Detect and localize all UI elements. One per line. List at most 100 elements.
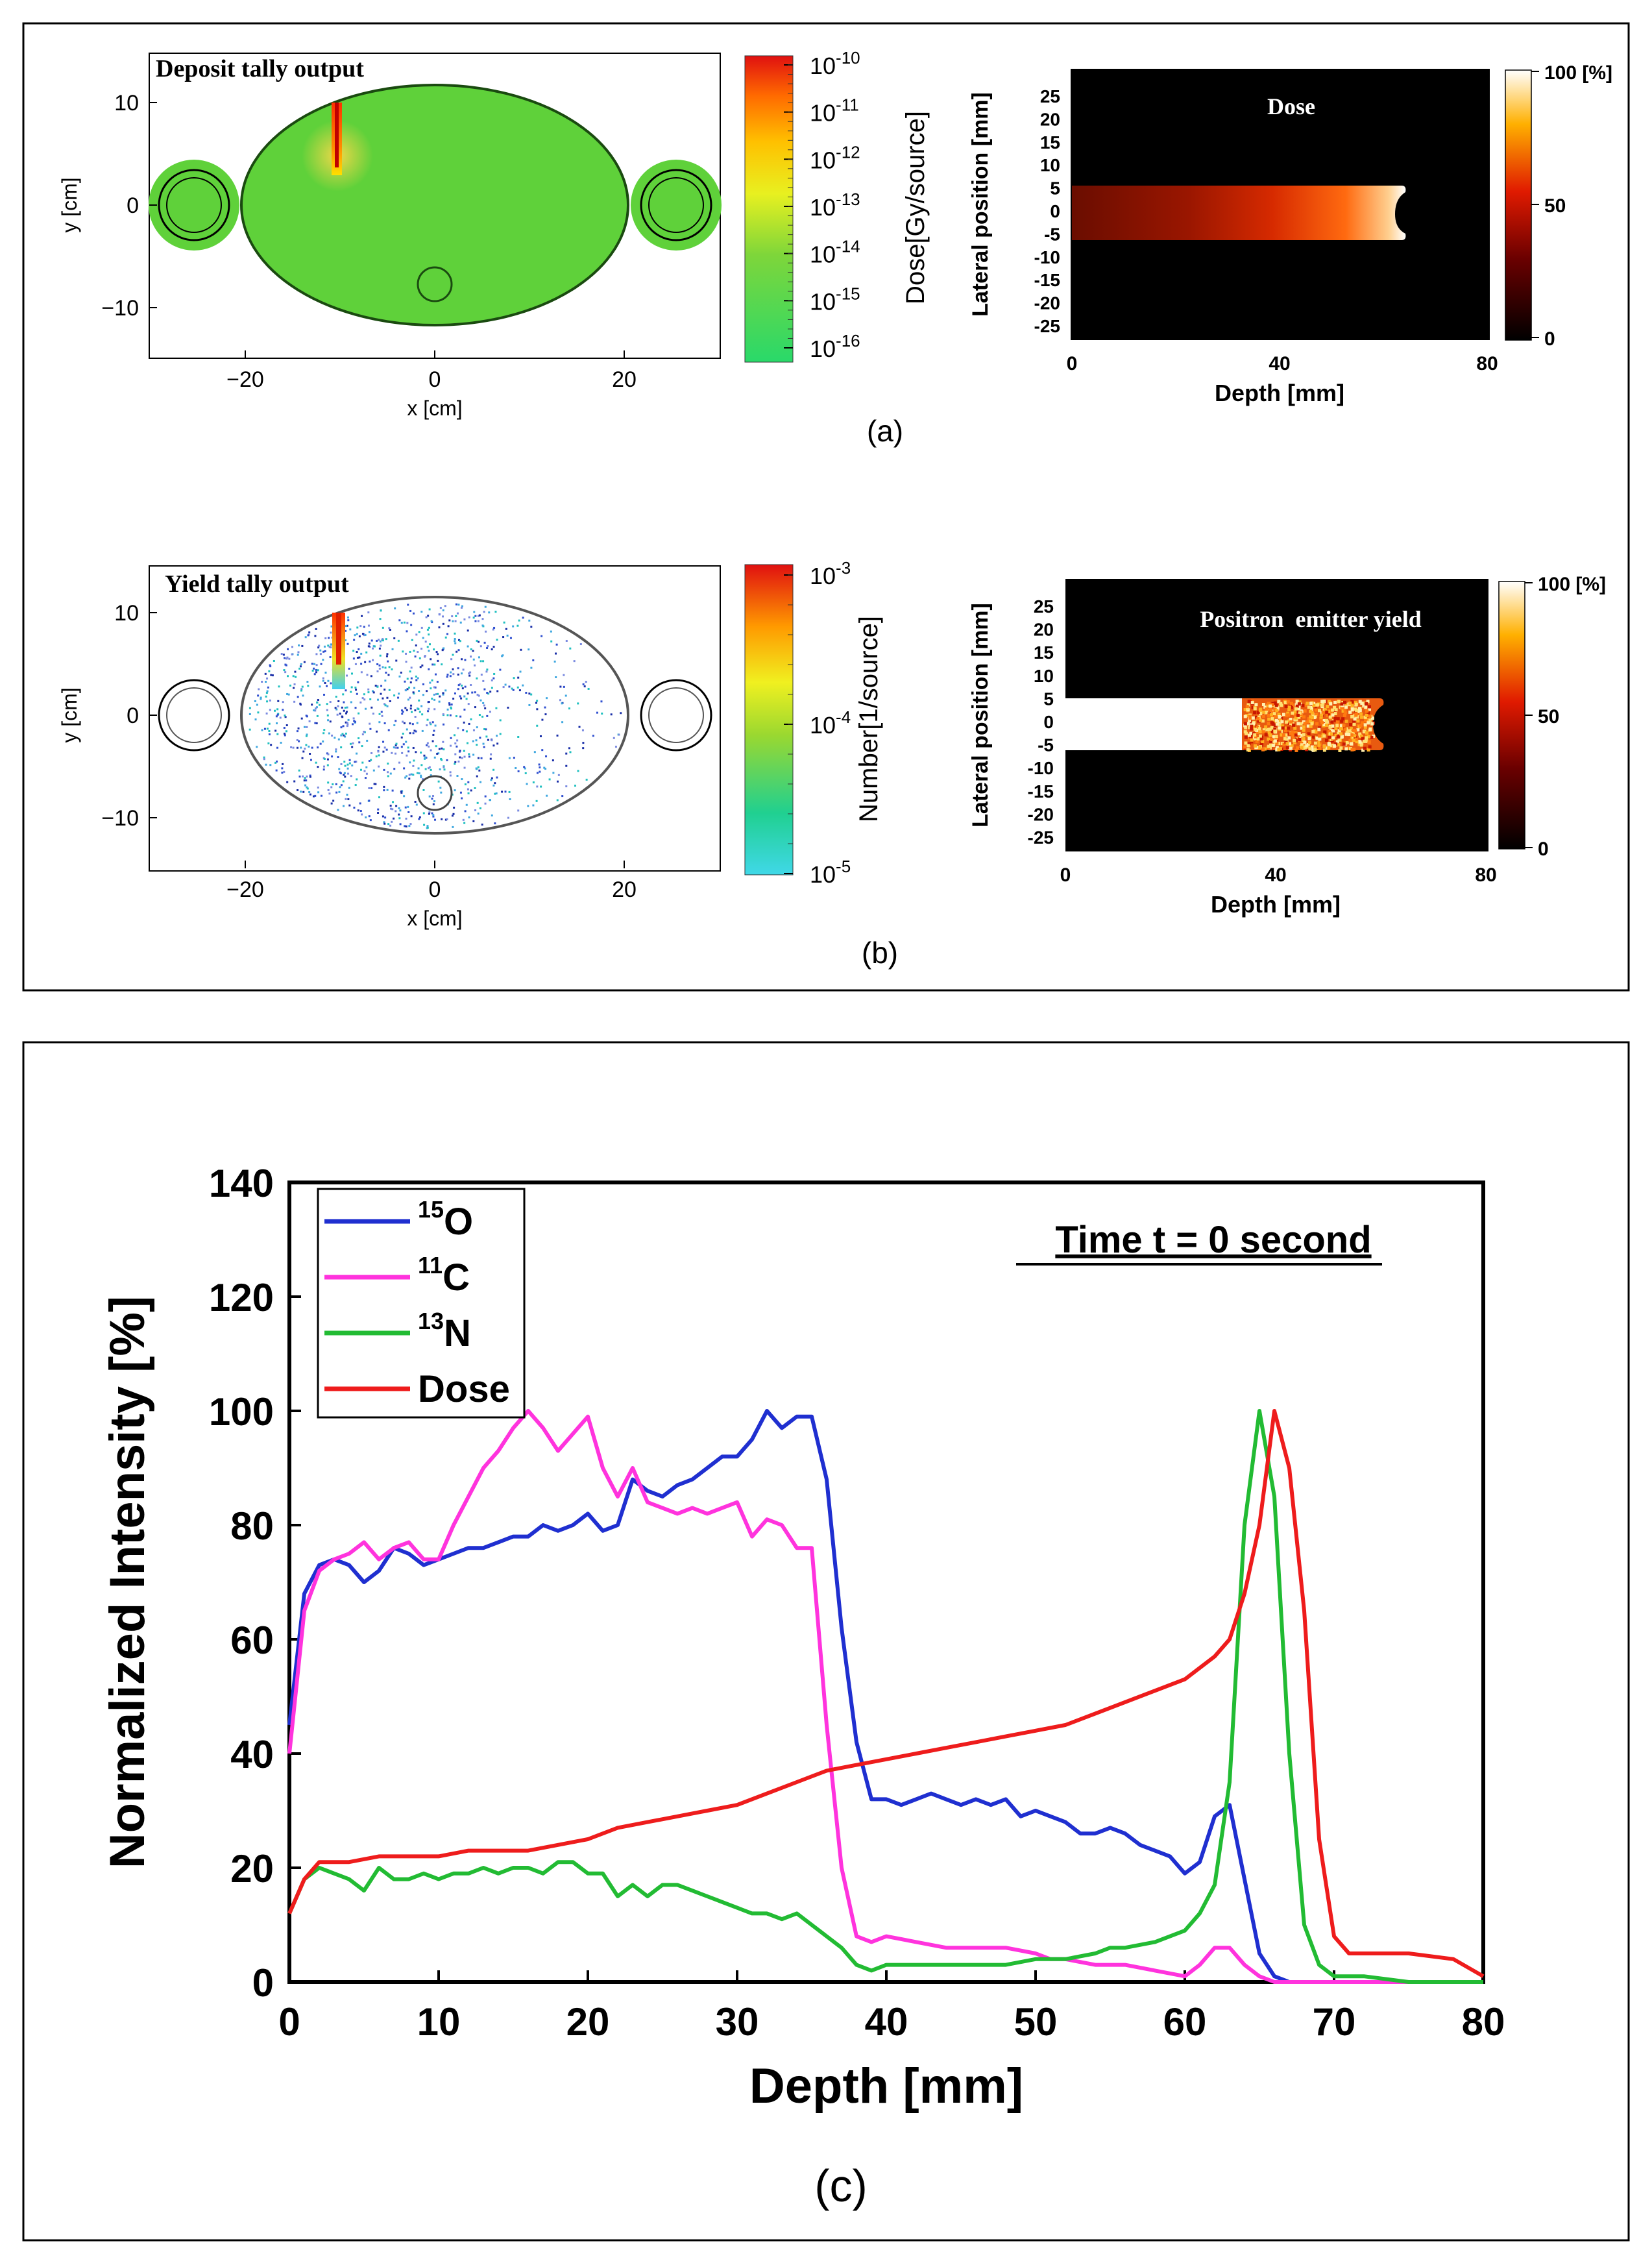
dose-map-ytick-label: -5	[1044, 224, 1060, 244]
dose-map-ytick-label: 15	[1040, 132, 1060, 153]
map-colorbar-a-tick-label: 0	[1544, 328, 1555, 350]
phantom-a-ylabel: y [cm]	[58, 177, 81, 232]
colorbar-a-tick-label: 10-12	[810, 142, 860, 173]
panel-b-colorbar: 10-3 10-4 10-5 Number[1/source]	[744, 558, 883, 888]
dose-map-ytick-label: -20	[1034, 293, 1060, 313]
panel-b-tally-title: Yield tally output	[165, 570, 349, 598]
x-tick-label: 30	[716, 2000, 759, 2044]
map-colorbar-a	[1505, 69, 1532, 341]
x-tick-label: 80	[1462, 2000, 1505, 2044]
x-tick-label: 0	[278, 2000, 300, 2044]
x-tick-label: 70	[1313, 2000, 1356, 2044]
yield-map-ytick-label: -20	[1028, 804, 1054, 824]
yield-scatter-points	[249, 603, 622, 829]
phantom-b-ytick-label: 0	[127, 703, 139, 728]
left-cylinder-ring	[158, 169, 230, 241]
legend-entry-label: 13N	[418, 1308, 471, 1354]
phantom-a-ytick-label: 10	[114, 91, 139, 116]
y-tick-label: 100	[209, 1390, 274, 1434]
dose-map-xtick-label: 80	[1476, 353, 1498, 374]
panel-a-map-colorbar: 100 [%] 50 0	[1505, 62, 1612, 350]
yield-map-xtick-label: 0	[1060, 864, 1071, 886]
colorbar-a-label: Dose[Gy/source]	[901, 111, 930, 304]
y-tick-label: 20	[230, 1847, 274, 1890]
panel-a-phantom-plot	[149, 53, 722, 359]
panel-b-caption: (b)	[862, 936, 898, 970]
panel-a-colorbar: 10-10 10-11 10-12 10-13 10-14 10-15 10-16 Dose…	[744, 48, 930, 363]
dose-map-xtick-label: 0	[1067, 353, 1078, 374]
yield-map-ytick-label: 5	[1043, 689, 1054, 709]
dose-map-ytick-label: 0	[1050, 201, 1060, 221]
y-tick-label: 140	[209, 1162, 274, 1205]
colorbar-b-tick-label: 10-5	[810, 857, 851, 888]
yield-map-ytick-label: 0	[1043, 712, 1054, 732]
dose-map-ytick-label: 25	[1040, 86, 1060, 106]
panel-a-dose-map: Dose	[1071, 69, 1490, 340]
panel-a-caption: (a)	[867, 414, 903, 448]
chart-xlabel: Depth [mm]	[749, 2059, 1023, 2114]
colorbar-a-tick-label: 10-11	[810, 95, 859, 127]
map-colorbar-a-tick-label: 100 [%]	[1544, 62, 1612, 84]
dose-map-ytick-label: -15	[1034, 270, 1060, 290]
chart-annotation: Time t = 0 second	[1055, 1219, 1371, 1261]
map-colorbar-b-tick-label: 100 [%]	[1538, 574, 1606, 595]
dose-map-ytick-label: -25	[1034, 316, 1060, 336]
yield-map-title: Positron emitter yield	[1200, 606, 1422, 632]
map-colorbar-b-tick-label: 0	[1538, 838, 1549, 860]
phantom-a-ytick-label: −10	[101, 296, 139, 321]
series-line-o15	[287, 1409, 1483, 1984]
legend-entry-label: 15O	[418, 1196, 473, 1243]
panel-c-caption: (c)	[814, 2160, 868, 2211]
colorbar-a-tick-label: 10-10	[810, 48, 860, 79]
map-colorbar-b	[1498, 581, 1525, 850]
colorbar-a-tick-label: 10-15	[810, 284, 860, 315]
map-colorbar-a-tick-label: 50	[1544, 195, 1566, 217]
y-tick-label: 80	[230, 1504, 274, 1548]
x-tick-label: 10	[417, 2000, 461, 2044]
y-tick-label: 120	[209, 1276, 274, 1319]
x-tick-label: 50	[1014, 2000, 1058, 2044]
yield-map-ytick-label: -15	[1028, 781, 1054, 801]
panel-c-frame	[22, 1041, 1630, 2242]
phantom-b-xtick-label: 20	[612, 877, 637, 902]
phantom-b-ylabel: y [cm]	[58, 687, 81, 742]
yield-map-ytick-label: 15	[1034, 642, 1054, 663]
x-tick-label: 40	[865, 2000, 908, 2044]
yield-map-ytick-label: -5	[1038, 735, 1054, 755]
colorbar-b-label: Number[1/source]	[855, 616, 883, 822]
legend-entry-label: 11C	[418, 1252, 470, 1299]
y-tick-label: 60	[230, 1619, 274, 1662]
x-tick-label: 20	[566, 2000, 610, 2044]
phantom-body-b	[240, 596, 629, 835]
right-cylinder-b	[640, 679, 712, 752]
map-colorbar-b-tick-label: 50	[1538, 706, 1559, 728]
colorbar-a-tick-label: 10-14	[810, 237, 860, 268]
phantom-a-xlabel: x [cm]	[407, 397, 462, 420]
phantom-a-xtick-label: 20	[612, 367, 637, 392]
left-cylinder	[149, 160, 239, 251]
panel-c-line-chart: 0 10 20 30 40 50 60 70 80 0 20 40 60 80 100 120 140 Depth…	[100, 1162, 1505, 2211]
yield-map-ytick-label: -25	[1028, 827, 1054, 848]
dose-map-xtick-label: 40	[1269, 353, 1290, 374]
phantom-b-ytick-label: 10	[114, 601, 139, 626]
panel-b-map-colorbar: 100 [%] 50 0	[1498, 574, 1606, 860]
yield-map-noise	[1243, 700, 1376, 752]
panel-a-tally-title: Deposit tally output	[156, 55, 364, 82]
dose-map-ylabel: Lateral position [mm]	[968, 92, 993, 317]
colorbar-a-gradient	[744, 55, 794, 363]
panels-ab-frame	[22, 22, 1630, 992]
dose-map-ytick-label: 10	[1040, 155, 1060, 175]
panel-b-phantom-plot	[149, 565, 721, 872]
panel-a-phantom-axes: −20 0 20 10 0 −10 x [cm] y [cm]	[58, 91, 637, 420]
panel-b-phantom-axes: −20 0 20 10 0 −10 x [cm] y [cm]	[58, 601, 637, 930]
y-tick-label: 0	[252, 1961, 274, 2005]
right-cylinder-ring	[640, 169, 712, 241]
yield-map-saturated-region	[1064, 698, 1242, 750]
phantom-b-xtick-label: −20	[226, 877, 264, 902]
phantom-a-ytick-label: 0	[127, 193, 139, 218]
colorbar-b-gradient	[744, 564, 794, 875]
chart-legend: 15O 11C 13N Dose	[317, 1188, 526, 1419]
dose-map-ytick-label: -10	[1034, 247, 1060, 267]
